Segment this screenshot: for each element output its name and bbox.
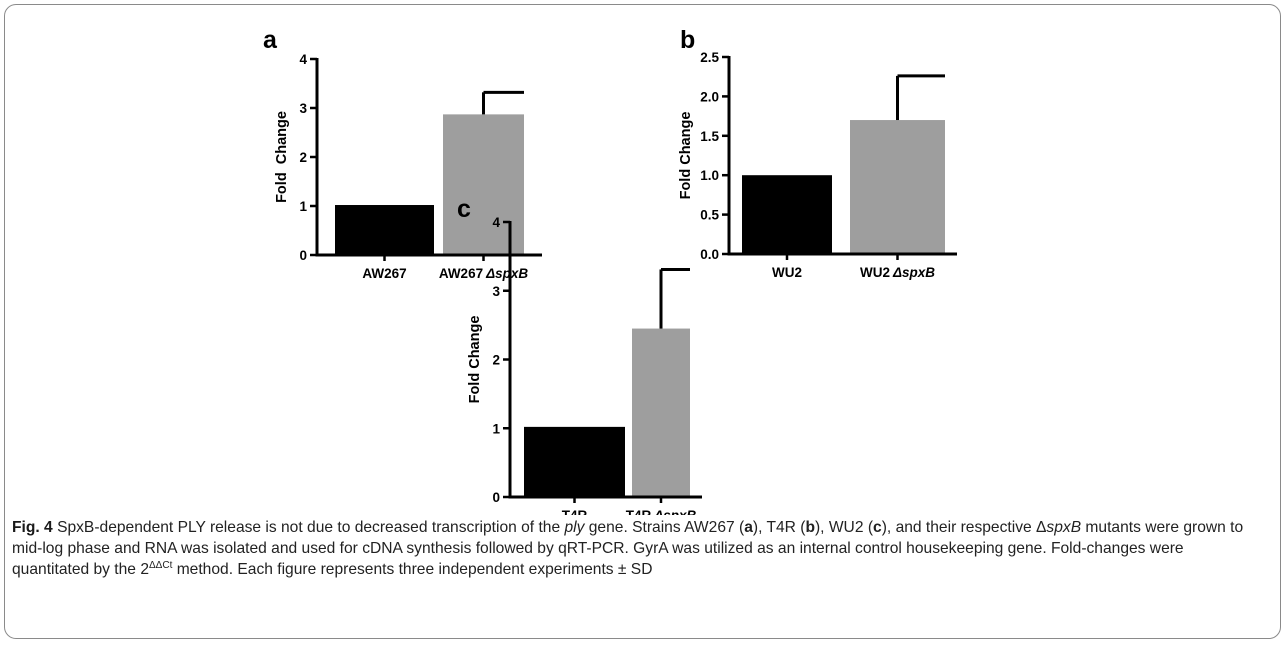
panel-label: c [457, 195, 471, 223]
x-tick-label-suffix: ΔspxB [485, 266, 528, 281]
caption-text-4: ), WU2 ( [814, 519, 874, 536]
x-tick-label-suffix: ΔspxB [892, 265, 935, 280]
x-tick-label: T4RΔspxB [626, 508, 697, 515]
y-tick-label: 4 [299, 52, 307, 67]
panel-label: a [263, 26, 278, 54]
y-tick-label: 0 [299, 248, 307, 263]
x-tick-label-base: T4R [626, 508, 652, 515]
bar-1 [524, 426, 625, 497]
caption-text-5: ), and their respective [881, 519, 1036, 536]
figure-caption: Fig. 4 SpxB-dependent PLY release is not… [12, 517, 1262, 580]
x-tick-label-base: AW267 [439, 266, 483, 281]
x-tick-label: AW267 ΔspxB [439, 266, 529, 281]
x-tick-label: T4R [562, 508, 588, 515]
bar-2 [850, 120, 945, 254]
caption-ref-b: b [805, 519, 815, 536]
x-tick-label: AW267 [362, 266, 406, 281]
y-tick-label: 1 [492, 421, 500, 436]
bar-2 [443, 114, 524, 256]
chart-panel-c: c01234T4RT4RΔspxBFold Change [457, 195, 702, 515]
caption-ref-c: c [873, 519, 882, 536]
y-tick-label: 3 [492, 284, 500, 299]
bar-1 [335, 205, 434, 255]
bar-2 [632, 328, 690, 497]
caption-text-7: method. Each figure represents three ind… [172, 561, 653, 578]
x-tick-label-base: WU2 [860, 265, 890, 280]
y-tick-label: 0.5 [700, 208, 719, 223]
y-tick-label: 0 [492, 490, 500, 505]
y-axis-label: Fold Change [274, 111, 290, 203]
y-tick-label: 2 [299, 150, 307, 165]
y-tick-label: 2 [492, 353, 500, 368]
x-tick-label-suffix: ΔspxB [653, 508, 696, 515]
x-tick-label-base: T4R [562, 508, 588, 515]
figure-frame [4, 4, 1281, 639]
y-tick-label: 4 [492, 215, 500, 230]
y-tick-label: 1 [299, 199, 307, 214]
bar-1 [742, 175, 832, 254]
y-tick-label: 0.0 [700, 247, 719, 262]
y-tick-label: 1.5 [700, 129, 719, 144]
y-axis-label: Fold Change [467, 316, 483, 404]
x-tick-label-base: WU2 [772, 265, 802, 280]
y-tick-label: 2.5 [700, 50, 719, 65]
y-tick-label: 2.0 [700, 89, 719, 104]
caption-text-1: SpxB-dependent PLY release is not due to… [52, 519, 565, 536]
caption-gene-ply: ply [564, 519, 585, 536]
x-tick-label: WU2 [772, 265, 802, 280]
y-tick-label: 1.0 [700, 168, 719, 183]
y-axis-label: Fold Change [678, 112, 694, 200]
caption-superscript: ΔΔCt [149, 560, 173, 571]
caption-gene-spxb: spxB [1046, 519, 1082, 536]
caption-ref-a: a [744, 519, 753, 536]
caption-text-3: ), T4R ( [752, 519, 806, 536]
caption-delta: Δ [1036, 519, 1047, 536]
caption-label: Fig. 4 [12, 519, 53, 536]
caption-text-6: mutants were grown to mid-log phase and … [12, 519, 1244, 578]
panel-label: b [680, 26, 695, 54]
x-tick-label-base: AW267 [362, 266, 406, 281]
x-tick-label: WU2 ΔspxB [860, 265, 935, 280]
y-tick-label: 3 [299, 101, 307, 116]
caption-text-2: gene. Strains AW267 ( [584, 519, 745, 536]
